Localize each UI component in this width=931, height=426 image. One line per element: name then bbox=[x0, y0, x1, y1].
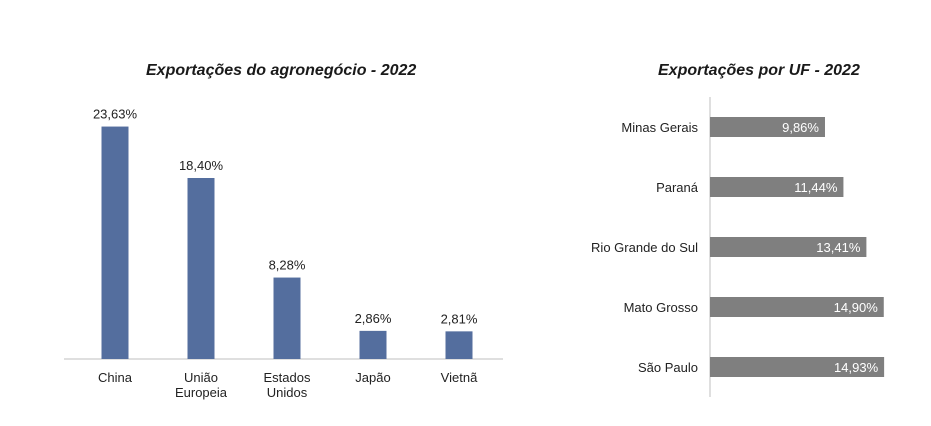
category-label-4: Vietnã bbox=[441, 370, 478, 385]
bar-4 bbox=[445, 331, 473, 359]
bar-1 bbox=[187, 178, 215, 359]
bar-3 bbox=[359, 330, 387, 359]
category-label-3: Japão bbox=[355, 370, 390, 385]
bar-value-label-4: 2,81% bbox=[441, 311, 478, 326]
bar-0 bbox=[101, 126, 129, 360]
bar-value-label-1: 18,40% bbox=[179, 158, 224, 173]
bar-value-label-0: 23,63% bbox=[93, 107, 138, 122]
category-label-2-line-0: Estados bbox=[264, 370, 311, 385]
category-label-1-line-1: Europeia bbox=[175, 385, 228, 400]
bar-2 bbox=[273, 277, 301, 359]
category-label-1-line-0: União bbox=[184, 370, 218, 385]
bar-value-label-2: 8,28% bbox=[269, 258, 306, 273]
left-chart-title: Exportações do agronegócio - 2022 bbox=[146, 62, 417, 79]
right-chart-title: Exportações por UF - 2022 bbox=[658, 62, 860, 79]
category-label-0: China bbox=[98, 370, 133, 385]
category-label-2-line-1: Unidos bbox=[267, 385, 308, 400]
bar-value-label-3: 2,86% bbox=[355, 311, 392, 326]
